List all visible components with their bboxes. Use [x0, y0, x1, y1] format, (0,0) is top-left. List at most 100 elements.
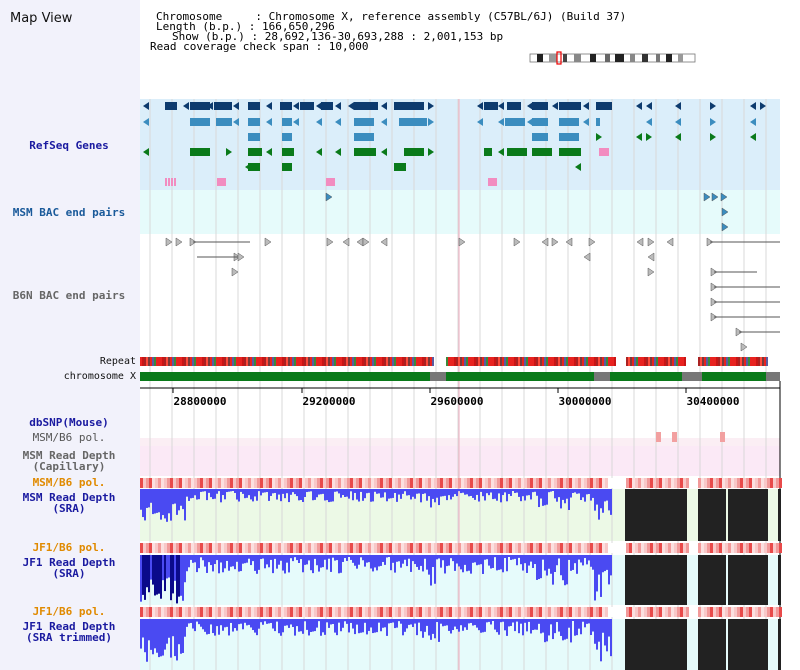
gene-block	[599, 148, 609, 156]
bac-end-marker	[380, 237, 388, 247]
track-label-msm-sra[interactable]: MSM Read Depth (SRA)	[22, 491, 116, 515]
gene-block	[165, 178, 167, 186]
gene-arrow	[636, 133, 642, 141]
gene-block	[300, 102, 314, 110]
gene-arrow	[316, 102, 322, 110]
coverage-span-info: Read coverage check span : 10,000	[150, 40, 369, 53]
show-range-info: Show (b.p.) : 28,692,136-30,693,288 : 2,…	[172, 30, 504, 43]
gene-block	[559, 118, 579, 126]
gene-arrow	[381, 102, 387, 110]
track-label-b6n-bac[interactable]: B6N BAC end pairs	[12, 289, 126, 302]
gene-block	[559, 148, 581, 156]
gene-arrow	[207, 102, 213, 110]
gene-arrow	[233, 102, 239, 110]
gene-block	[394, 102, 404, 110]
bac-end-marker	[721, 207, 729, 217]
gene-arrow	[527, 102, 533, 110]
gene-arrow	[583, 102, 589, 110]
gene-block	[321, 102, 333, 110]
bac-end-marker	[165, 237, 173, 247]
gene-arrow	[335, 148, 341, 156]
track-label-chromosome: chromosome X	[63, 371, 136, 382]
gene-block	[282, 163, 292, 171]
bac-end-marker	[740, 342, 748, 352]
bac-end-marker	[356, 237, 364, 247]
bac-end-marker	[720, 192, 728, 202]
bac-end-marker	[666, 237, 674, 247]
track-label-dbsnp[interactable]: dbSNP(Mouse)	[29, 416, 109, 429]
bac-end-marker	[458, 237, 466, 247]
gene-block	[174, 178, 176, 186]
track-label-repeat: Repeat	[99, 356, 136, 367]
gene-block	[507, 102, 521, 110]
gene-arrow	[750, 118, 756, 126]
gene-arrow	[646, 133, 652, 141]
gene-block	[326, 178, 335, 186]
bac-end-marker	[513, 237, 521, 247]
gene-block	[532, 148, 552, 156]
gene-arrow	[233, 118, 239, 126]
length-info: Length (b.p.) : 166,650,296	[156, 20, 335, 33]
bac-end-marker	[583, 252, 591, 262]
refseq-band	[140, 99, 780, 190]
bac-end-marker	[565, 237, 573, 247]
track-label-msm-pol-2[interactable]: MSM/B6 pol.	[32, 476, 106, 489]
gene-arrow	[477, 102, 483, 110]
track-label-jf1-trimmed[interactable]: JF1 Read Depth (SRA trimmed)	[22, 620, 116, 644]
track-label-jf1-sra[interactable]: JF1 Read Depth (SRA)	[22, 556, 116, 580]
track-label-msm-capillary[interactable]: MSM Read Depth (Capillary)	[22, 449, 116, 473]
no-data-blocks	[625, 489, 781, 670]
gene-arrow	[575, 163, 581, 171]
track-label-msm-bac[interactable]: MSM BAC end pairs	[12, 206, 126, 219]
refseq-genes-track[interactable]	[143, 102, 766, 186]
gene-arrow	[583, 118, 589, 126]
gene-block	[532, 118, 548, 126]
gene-block	[354, 133, 374, 141]
msm-capillary-band	[140, 446, 780, 476]
chromosome-info: Chromosome : Chromosome X, reference ass…	[156, 10, 627, 23]
bac-end-marker	[551, 237, 559, 247]
chromosome-ideogram[interactable]	[529, 51, 696, 65]
track-label-jf1-pol[interactable]: JF1/B6 pol.	[32, 541, 106, 554]
gene-block	[248, 148, 262, 156]
gene-block	[507, 148, 527, 156]
gene-arrow	[381, 148, 387, 156]
gene-arrow	[143, 148, 149, 156]
track-label-jf1-pol-2[interactable]: JF1/B6 pol.	[32, 605, 106, 618]
read-depth-tracks	[140, 489, 725, 662]
gene-arrow	[293, 118, 299, 126]
track-label-refseq[interactable]: RefSeq Genes	[29, 139, 109, 152]
gene-block	[488, 178, 497, 186]
axis-tick-label: 29200000	[302, 395, 356, 408]
track-label-msm-pol[interactable]: MSM/B6 pol.	[32, 431, 106, 444]
gene-arrow	[266, 102, 272, 110]
bac-pairs-track[interactable]	[165, 192, 780, 352]
gene-block	[404, 102, 424, 110]
gene-block	[399, 118, 427, 126]
gene-block	[532, 102, 548, 110]
gene-block	[559, 102, 581, 110]
gene-block	[248, 163, 260, 171]
gene-block	[190, 118, 210, 126]
bac-end-marker	[264, 237, 272, 247]
gene-block	[248, 102, 260, 110]
bac-end-marker	[326, 237, 334, 247]
gene-arrow	[710, 118, 716, 126]
gene-block	[596, 102, 612, 110]
gene-arrow	[335, 118, 341, 126]
gene-arrow	[675, 118, 681, 126]
gene-block	[190, 102, 210, 110]
gene-arrow	[646, 102, 652, 110]
gene-arrow	[143, 118, 149, 126]
bac-end-marker	[647, 267, 655, 277]
gene-arrow	[477, 118, 483, 126]
gene-arrow	[675, 133, 681, 141]
gene-arrow	[143, 102, 149, 110]
gene-arrow	[226, 148, 232, 156]
gene-arrow	[335, 102, 341, 110]
gene-block	[168, 178, 170, 186]
gene-block	[282, 118, 292, 126]
page-title: Map View	[10, 11, 73, 26]
bac-end-marker	[362, 237, 370, 247]
